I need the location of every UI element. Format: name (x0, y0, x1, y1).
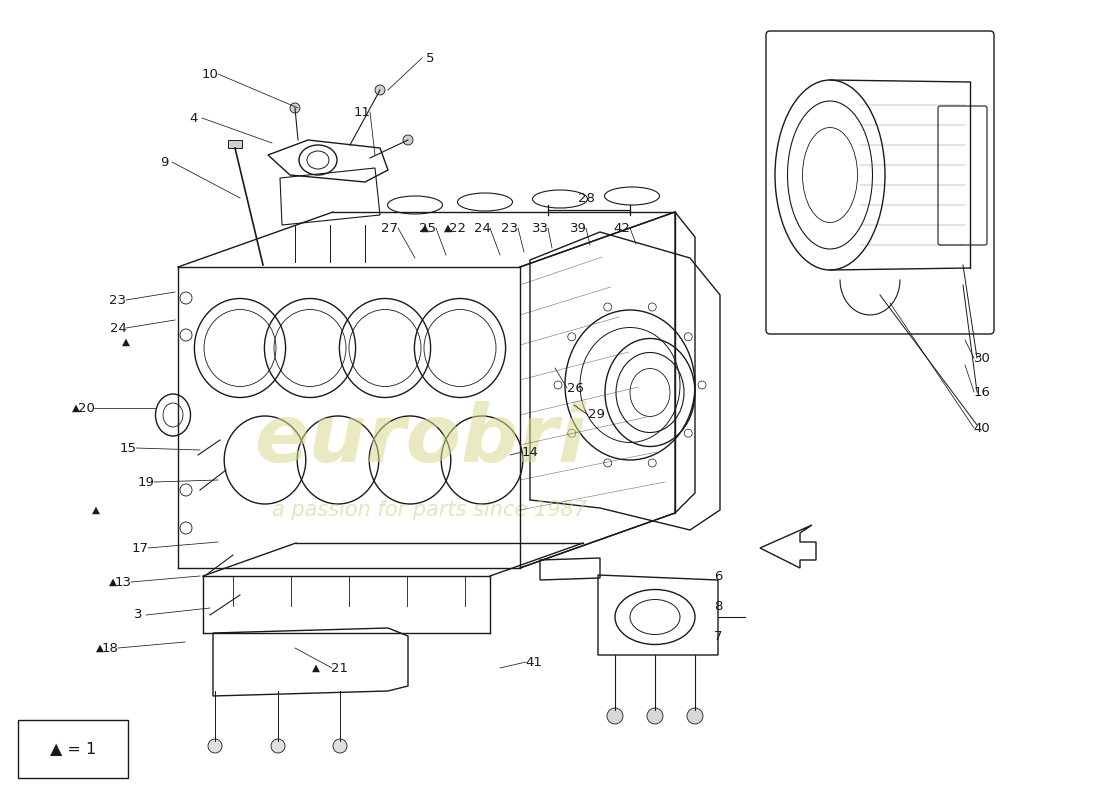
Text: 3: 3 (134, 609, 142, 622)
FancyBboxPatch shape (766, 31, 994, 334)
Text: 42: 42 (614, 222, 630, 234)
Circle shape (375, 85, 385, 95)
Text: ▲: ▲ (312, 663, 320, 673)
Text: a passion for parts since 1987: a passion for parts since 1987 (273, 500, 587, 520)
Text: 18: 18 (101, 642, 119, 654)
Text: 30: 30 (974, 351, 990, 365)
Text: 9: 9 (160, 155, 168, 169)
Text: 23: 23 (502, 222, 518, 234)
Text: ▲: ▲ (122, 337, 130, 347)
Text: 24: 24 (474, 222, 491, 234)
Bar (228, 140, 242, 148)
Text: eurobri: eurobri (254, 401, 586, 479)
Text: 25: 25 (419, 222, 437, 234)
Text: 19: 19 (138, 475, 154, 489)
Text: ▲: ▲ (72, 403, 80, 413)
Circle shape (607, 708, 623, 724)
Text: 13: 13 (114, 575, 132, 589)
Text: 21: 21 (331, 662, 349, 674)
Circle shape (403, 135, 412, 145)
Text: 20: 20 (78, 402, 95, 414)
Text: 15: 15 (120, 442, 136, 454)
Text: 29: 29 (587, 409, 604, 422)
Circle shape (208, 739, 222, 753)
Text: ▲: ▲ (109, 577, 117, 587)
Text: 26: 26 (566, 382, 583, 394)
Text: 7: 7 (714, 630, 723, 643)
Circle shape (333, 739, 346, 753)
Circle shape (271, 739, 285, 753)
Text: 39: 39 (570, 222, 586, 234)
Text: 33: 33 (531, 222, 549, 234)
Text: 4: 4 (190, 111, 198, 125)
Text: ▲: ▲ (444, 223, 452, 233)
Circle shape (647, 708, 663, 724)
Text: 6: 6 (714, 570, 723, 583)
Text: ▲ = 1: ▲ = 1 (50, 742, 96, 757)
Text: 16: 16 (974, 386, 990, 398)
Text: 17: 17 (132, 542, 148, 554)
Text: 11: 11 (353, 106, 371, 118)
Text: ▲: ▲ (92, 505, 100, 515)
Text: 22: 22 (450, 222, 466, 234)
Text: 23: 23 (110, 294, 126, 306)
Bar (18, 720, 128, 778)
Text: ▲: ▲ (96, 643, 104, 653)
Text: 28: 28 (578, 191, 594, 205)
Text: 5: 5 (426, 51, 434, 65)
Text: 27: 27 (382, 222, 398, 234)
Text: 40: 40 (974, 422, 990, 434)
Text: 8: 8 (714, 601, 723, 614)
Circle shape (290, 103, 300, 113)
Text: ▲: ▲ (421, 223, 429, 233)
Polygon shape (760, 525, 816, 568)
Circle shape (688, 708, 703, 724)
Text: 10: 10 (201, 67, 219, 81)
Text: 24: 24 (110, 322, 126, 334)
Text: 14: 14 (521, 446, 538, 458)
Text: 41: 41 (526, 655, 542, 669)
